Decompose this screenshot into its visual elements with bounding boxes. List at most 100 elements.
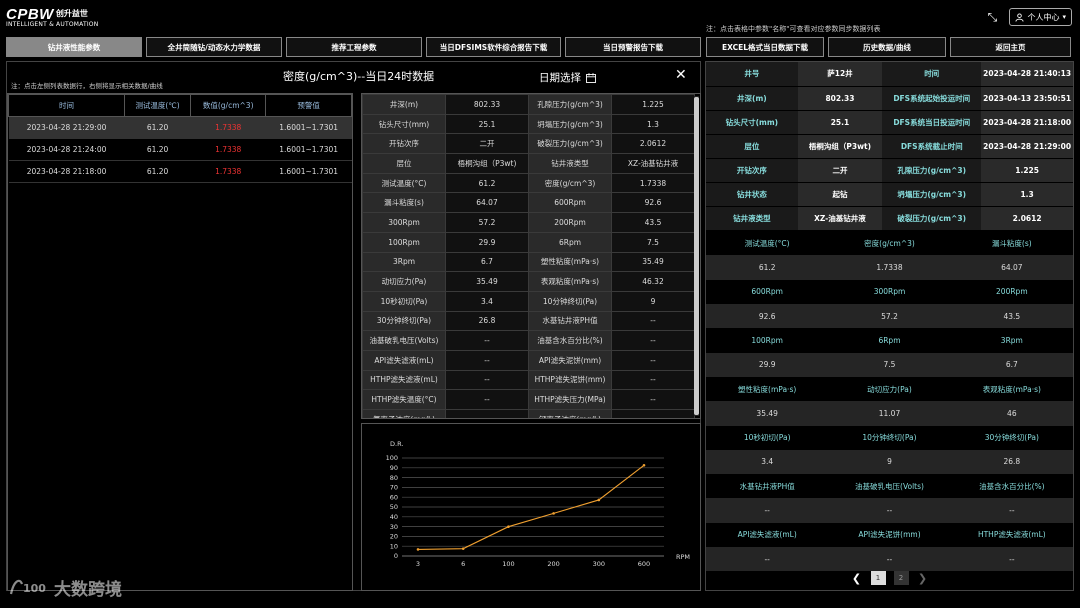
info-row: 层位 梧桐沟组（P3wt) DFS系统截止时间 2023-04-28 21:29:00 xyxy=(706,134,1073,159)
param-name[interactable]: 破裂压力(g/cm^3) xyxy=(528,133,612,155)
param-name[interactable]: 孔隙压力(g/cm^3) xyxy=(528,94,612,115)
param-name[interactable]: 10秒初切(Pa) xyxy=(362,290,446,312)
param-value: 26.8 xyxy=(445,310,529,332)
list-row[interactable]: 2023-04-28 21:29:00 61.20 1.7338 1.6001~… xyxy=(8,116,352,139)
tab-dfsims-report-download[interactable]: 当日DFSIMS软件综合报告下载 xyxy=(426,37,561,57)
tab-recommended-params[interactable]: 推荐工程参数 xyxy=(286,37,422,57)
x-axis-label: RPM xyxy=(676,553,690,561)
user-menu-button[interactable]: 个人中心 ▾ xyxy=(1009,8,1072,26)
param-name[interactable]: 6Rpm xyxy=(528,231,612,253)
grid-param-name[interactable]: 200Rpm xyxy=(950,279,1073,305)
chevron-right-icon[interactable]: ❯ xyxy=(917,571,928,585)
param-name[interactable]: 300Rpm xyxy=(362,212,446,233)
param-name[interactable]: 测试温度(°C) xyxy=(362,172,446,194)
row-warn: 1.6001~1.7301 xyxy=(265,138,352,161)
user-menu-label: 个人中心 xyxy=(1027,12,1060,22)
param-row: 10秒初切(Pa) 3.4 10分钟终切(Pa) 9 xyxy=(362,290,695,312)
row-time: 2023-04-28 21:24:00 xyxy=(8,138,125,161)
grid-param-name[interactable]: 动切应力(Pa) xyxy=(828,376,951,402)
grid-param-name[interactable]: API滤失滤液(mL) xyxy=(706,522,829,548)
grid-param-name[interactable]: 水基钻井液PH值 xyxy=(706,474,829,499)
grid-param-name[interactable]: 表观粘度(mPa·s) xyxy=(950,376,1073,402)
param-name[interactable]: 200Rpm xyxy=(528,212,612,233)
tab-history-data[interactable]: 历史数据/曲线 xyxy=(828,37,946,57)
row-value: 1.7338 xyxy=(190,116,266,139)
param-name[interactable]: API滤失滤液(mL) xyxy=(362,349,446,371)
param-name[interactable]: HTHP滤失压力(MPa) xyxy=(528,389,612,410)
scrollbar-thumb[interactable] xyxy=(694,97,699,415)
data-point xyxy=(552,512,555,515)
param-name[interactable]: 油基含水百分比(%) xyxy=(528,330,612,351)
grid-param-name[interactable]: 30分钟终切(Pa) xyxy=(950,425,1073,450)
grid-param-name[interactable]: API滤失泥饼(mm) xyxy=(828,522,951,548)
list-row[interactable]: 2023-04-28 21:18:00 61.20 1.7338 1.6001~… xyxy=(8,160,352,183)
grid-param-name[interactable]: 3Rpm xyxy=(950,328,1073,353)
grid-param-name[interactable]: 6Rpm xyxy=(828,328,951,353)
param-name[interactable]: 井深(m) xyxy=(362,94,446,115)
grid-param-value: 6.7 xyxy=(950,352,1073,377)
grid-param-name[interactable]: 300Rpm xyxy=(828,279,951,305)
param-name[interactable]: 600Rpm xyxy=(528,192,612,214)
param-name[interactable]: 坍塌压力(g/cm^3) xyxy=(528,113,612,135)
grid-param-value: -- xyxy=(828,547,951,572)
param-name[interactable]: HTHP滤失温度(°C) xyxy=(362,389,446,410)
chevron-left-icon[interactable]: ❮ xyxy=(851,571,862,585)
param-name[interactable]: API滤失泥饼(mm) xyxy=(528,349,612,371)
grid-param-name[interactable]: 密度(g/cm^3) xyxy=(828,231,951,256)
row-time: 2023-04-28 21:18:00 xyxy=(8,160,125,183)
param-name[interactable]: 表观粘度(mPa·s) xyxy=(528,271,612,292)
param-name[interactable]: 塑性粘度(mPa·s) xyxy=(528,251,612,273)
param-name[interactable]: 10分钟终切(Pa) xyxy=(528,290,612,312)
fullscreen-icon[interactable]: ⤡ xyxy=(987,10,998,24)
grid-param-name[interactable]: 100Rpm xyxy=(706,328,829,353)
param-name[interactable]: 漏斗粘度(s) xyxy=(362,192,446,214)
grid-param-name[interactable]: 测试温度(°C) xyxy=(706,231,829,256)
grid-param-name[interactable]: 漏斗粘度(s) xyxy=(950,231,1073,256)
param-name[interactable]: HTHP滤失泥饼(mm) xyxy=(528,369,612,391)
param-scrollbar[interactable] xyxy=(694,96,699,416)
param-name[interactable]: 水基钻井液PH值 xyxy=(528,310,612,332)
param-name[interactable]: 钻井液类型 xyxy=(528,153,612,174)
page-1-button[interactable]: 1 xyxy=(870,571,886,585)
row-warn: 1.6001~1.7301 xyxy=(265,160,352,183)
tab-excel-download[interactable]: EXCEL格式当日数据下载 xyxy=(706,37,824,57)
tab-return-home[interactable]: 返回主页 xyxy=(950,37,1071,57)
page-2-button[interactable]: 2 xyxy=(893,571,909,585)
param-name[interactable]: HTHP滤失滤液(mL) xyxy=(362,369,446,391)
list-row[interactable]: 2023-04-28 21:24:00 61.20 1.7338 1.6001~… xyxy=(8,138,352,161)
param-name[interactable]: 30分钟终切(Pa) xyxy=(362,310,446,332)
param-name[interactable]: 动切应力(Pa) xyxy=(362,271,446,292)
grid-param-name[interactable]: 10分钟终切(Pa) xyxy=(828,425,951,450)
grid-param-name[interactable]: 600Rpm xyxy=(706,279,829,305)
data-point xyxy=(597,498,601,502)
x-tick-label: 6 xyxy=(461,560,465,568)
grid-param-name[interactable]: 油基破乳电压(Volts) xyxy=(828,474,951,499)
param-name[interactable]: 氯离子浓度(mg/L) xyxy=(362,409,446,418)
param-name[interactable]: 层位 xyxy=(362,153,446,174)
param-name[interactable]: 100Rpm xyxy=(362,231,446,253)
param-value: 9 xyxy=(611,290,695,312)
grid-param-name[interactable]: 油基含水百分比(%) xyxy=(950,474,1073,499)
param-name[interactable]: 3Rpm xyxy=(362,251,446,273)
param-value: 3.4 xyxy=(445,290,529,312)
param-value: -- xyxy=(611,409,695,418)
param-value: 6.7 xyxy=(445,251,529,273)
grid-param-name[interactable]: 塑性粘度(mPa·s) xyxy=(706,376,829,402)
grid-param-name[interactable]: HTHP滤失滤液(mL) xyxy=(950,522,1073,548)
panel-title: 密度(g/cm^3)--当日24时数据 xyxy=(283,70,435,83)
param-name[interactable]: 密度(g/cm^3) xyxy=(528,172,612,194)
user-icon xyxy=(1015,12,1025,22)
param-name[interactable]: 开钻次序 xyxy=(362,133,446,155)
param-name[interactable]: 钻头尺寸(mm) xyxy=(362,113,446,135)
x-tick-label: 200 xyxy=(547,560,559,568)
date-select[interactable]: 日期选择 xyxy=(539,70,596,85)
close-icon[interactable]: ✕ xyxy=(675,67,687,83)
tab-warning-report-download[interactable]: 当日预警报告下载 xyxy=(565,37,701,57)
grid-param-name[interactable]: 10秒初切(Pa) xyxy=(706,425,829,450)
info-label: 开钻次序 xyxy=(706,158,798,183)
tab-hydraulics-data[interactable]: 全井筒随钻/动态水力学数据 xyxy=(146,37,282,57)
grid-param-value: 64.07 xyxy=(950,255,1073,280)
param-name[interactable]: 钙离子浓度(mg/L) xyxy=(528,409,612,418)
param-name[interactable]: 油基破乳电压(Volts) xyxy=(362,330,446,351)
tab-drilling-fluid-params[interactable]: 钻井液性能参数 xyxy=(6,37,142,57)
